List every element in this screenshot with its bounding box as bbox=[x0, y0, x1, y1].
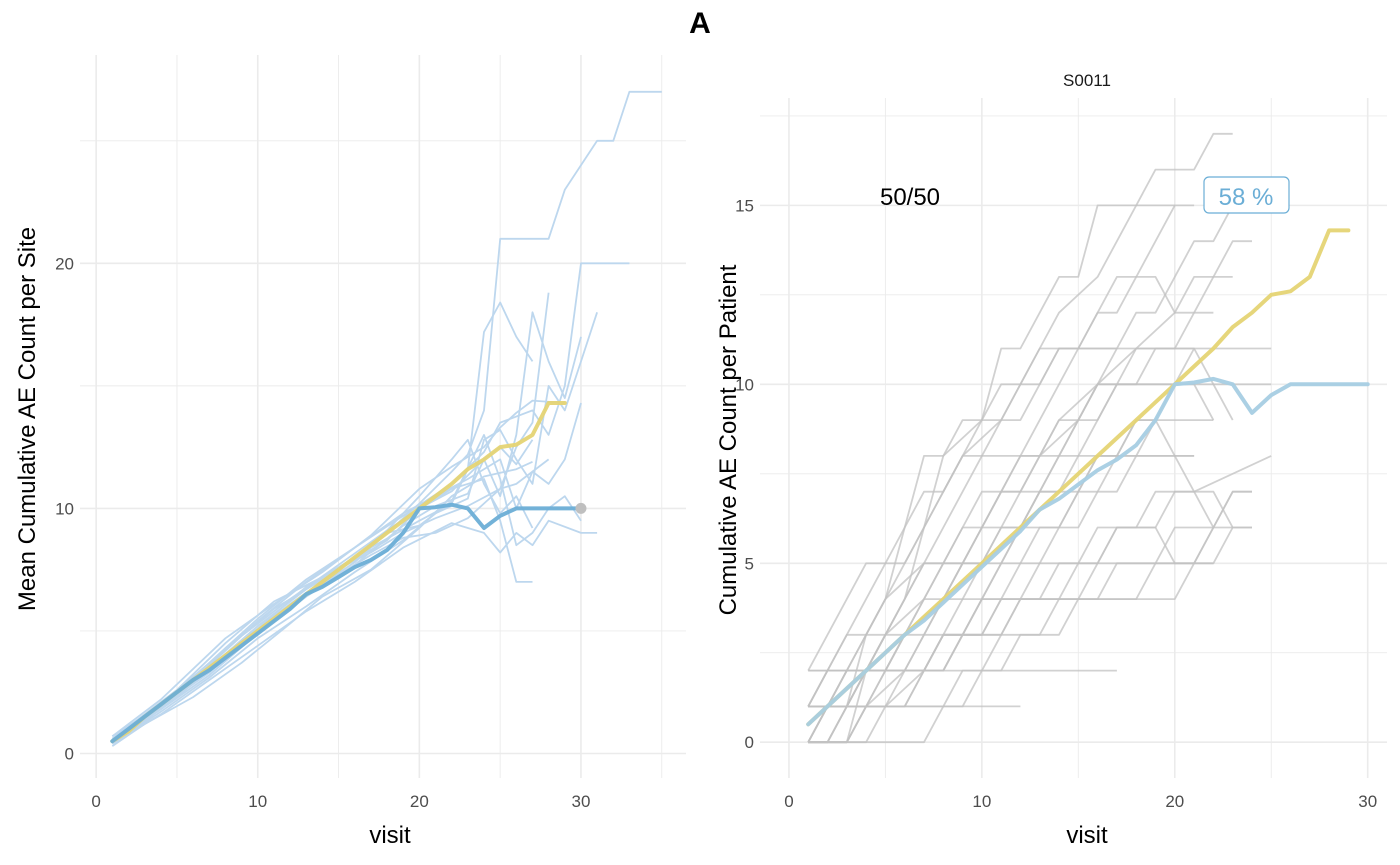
background-line bbox=[808, 526, 1233, 744]
left-summary-series bbox=[110, 401, 587, 744]
right-y-axis-title: Cumulative AE Count per Patient bbox=[715, 264, 742, 615]
background-line bbox=[111, 301, 534, 738]
left-chart-panel: 0 10 20 30 0 10 20 visit Mean Cumulative AE Co… bbox=[14, 55, 686, 849]
left-y-axis-title: Mean Cumulative AE Count per Site bbox=[14, 227, 41, 611]
background-line bbox=[808, 132, 1233, 744]
background-line bbox=[111, 90, 662, 740]
background-line bbox=[111, 311, 582, 742]
site-mean-line bbox=[806, 376, 1370, 727]
figure-title: A bbox=[689, 7, 711, 40]
background-line bbox=[111, 519, 598, 745]
left-grid bbox=[80, 55, 686, 778]
background-line bbox=[111, 399, 565, 738]
y-tick-label: 20 bbox=[55, 254, 74, 273]
x-tick-label: 20 bbox=[1165, 792, 1184, 811]
y-tick-label: 5 bbox=[745, 554, 754, 573]
background-line bbox=[111, 262, 630, 742]
background-line bbox=[111, 460, 533, 747]
right-strip-title: S0011 bbox=[1063, 71, 1111, 90]
background-line bbox=[111, 458, 550, 745]
x-tick-label: 0 bbox=[784, 792, 793, 811]
y-tick-label: 10 bbox=[735, 375, 754, 394]
y-tick-label: 10 bbox=[55, 499, 74, 518]
y-tick-label: 0 bbox=[65, 744, 74, 763]
y-tick-label: 0 bbox=[745, 733, 754, 752]
x-tick-label: 30 bbox=[1358, 792, 1377, 811]
background-line bbox=[807, 348, 1195, 707]
right-x-axis-title: visit bbox=[1066, 822, 1108, 849]
percent-label-box bbox=[1203, 176, 1290, 214]
left-x-axis-title: visit bbox=[369, 822, 411, 849]
right-tick-labels: 0 10 20 30 0 5 10 15 bbox=[735, 196, 1377, 811]
right-chart-panel: S0011 0 10 20 30 0 5 10 15 50/50 58 % visit Cum… bbox=[715, 71, 1387, 849]
end-point-marker bbox=[575, 502, 587, 514]
right-background-series bbox=[807, 132, 1272, 744]
right-summary-series bbox=[806, 228, 1370, 727]
x-tick-label: 0 bbox=[91, 792, 100, 811]
background-line bbox=[807, 347, 1117, 672]
background-line bbox=[808, 562, 1214, 744]
site-mean-line bbox=[110, 502, 583, 744]
y-tick-label: 15 bbox=[735, 196, 754, 215]
count-label: 50/50 bbox=[880, 184, 940, 211]
x-tick-label: 10 bbox=[972, 792, 991, 811]
x-tick-label: 10 bbox=[248, 792, 267, 811]
x-tick-label: 20 bbox=[410, 792, 429, 811]
background-line bbox=[111, 292, 550, 740]
x-tick-label: 30 bbox=[571, 792, 590, 811]
right-grid bbox=[760, 98, 1387, 778]
left-background-series bbox=[111, 90, 662, 747]
left-tick-labels: 0 10 20 30 0 10 20 bbox=[55, 254, 590, 811]
background-line bbox=[111, 312, 598, 745]
percent-label: 58 % bbox=[1219, 184, 1274, 211]
background-line bbox=[111, 433, 582, 742]
background-line bbox=[807, 419, 1195, 743]
